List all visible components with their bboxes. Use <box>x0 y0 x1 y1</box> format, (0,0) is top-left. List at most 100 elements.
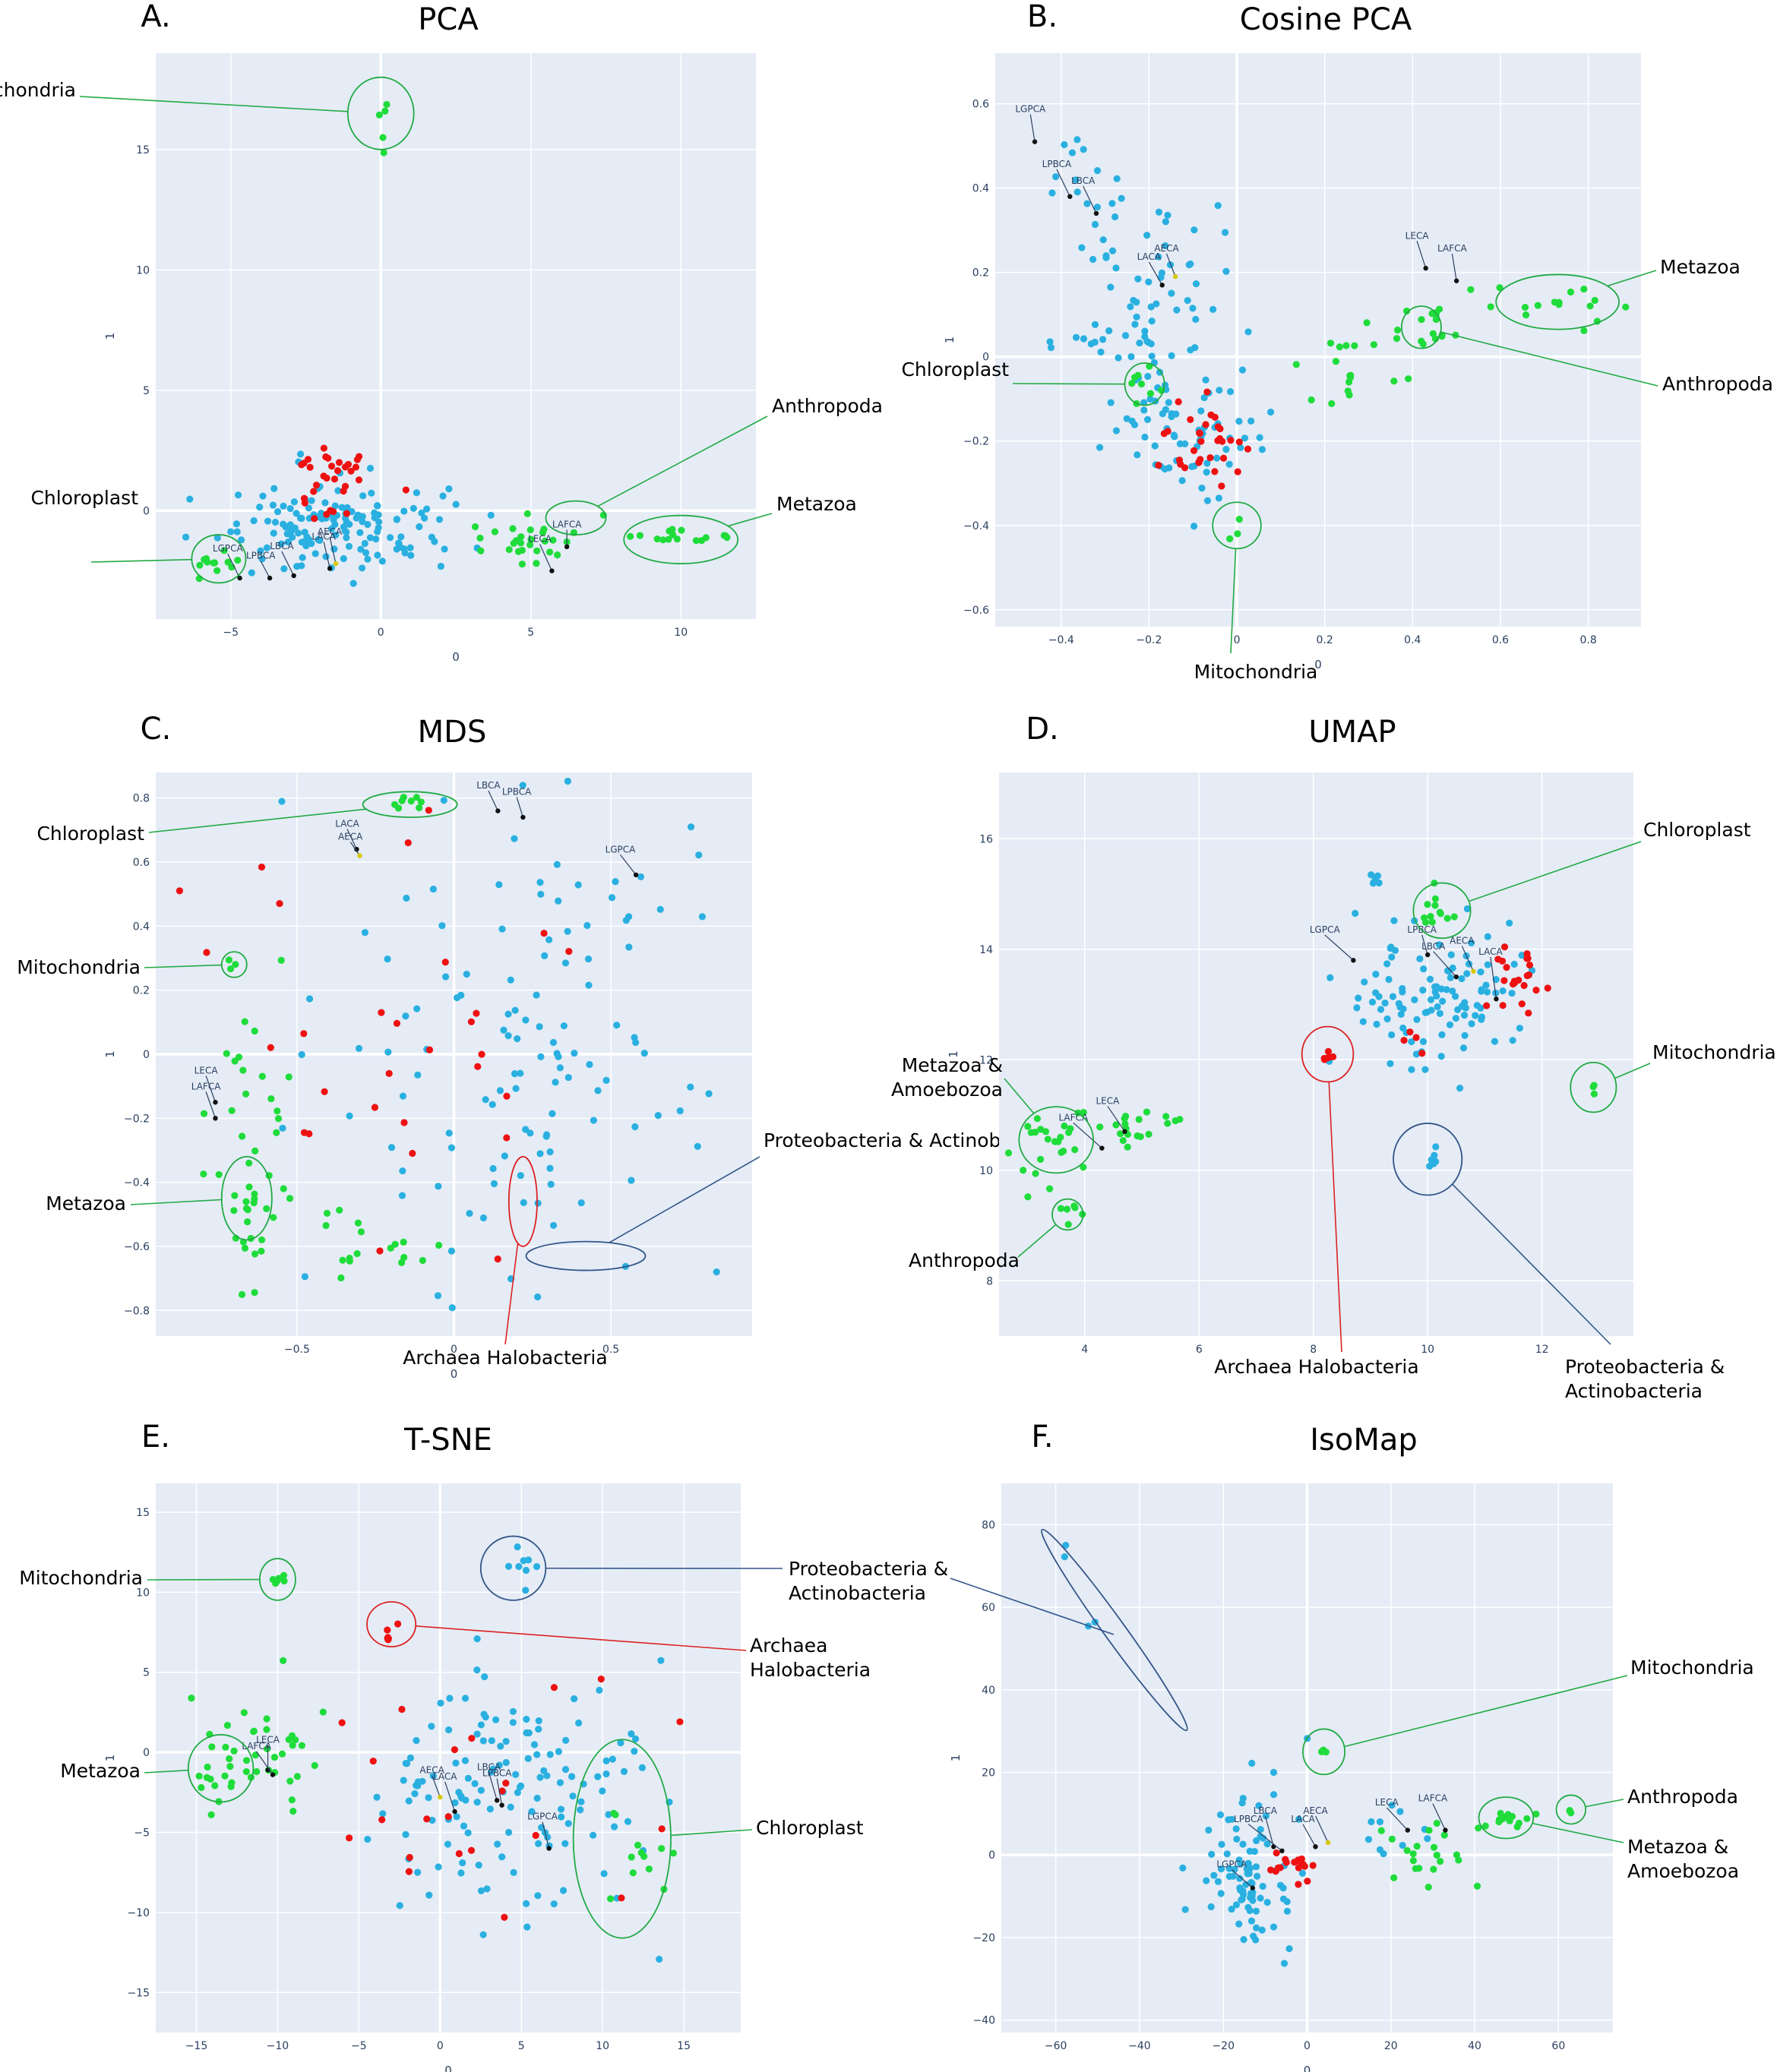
ancestor-point <box>1443 1827 1448 1833</box>
data-point-blue <box>594 1087 602 1094</box>
data-point-blue <box>1478 1013 1486 1021</box>
data-point-blue <box>445 1726 453 1734</box>
data-point-blue <box>1411 996 1418 1003</box>
data-point-blue <box>533 1794 541 1802</box>
ancestor-pointer <box>1432 1803 1446 1830</box>
data-point-blue <box>1155 253 1162 261</box>
data-point-green <box>653 535 661 543</box>
data-point-blue <box>1073 136 1081 144</box>
annotation-label: Mitochondria <box>1194 661 1318 683</box>
data-point-blue <box>359 492 367 500</box>
data-point-blue <box>533 1562 541 1571</box>
ancestor-point <box>1250 1885 1256 1890</box>
data-point-blue <box>1208 1850 1216 1858</box>
ancestor-label: AECA <box>1450 936 1475 946</box>
data-point-red <box>618 1894 625 1902</box>
ancestor-point <box>213 1116 218 1121</box>
data-point-blue <box>248 569 255 576</box>
data-point-green <box>1424 1884 1432 1891</box>
data-point-blue <box>1121 332 1130 340</box>
data-point-blue <box>1368 871 1375 879</box>
data-point-blue <box>510 1868 517 1876</box>
data-point-blue <box>1191 344 1199 352</box>
data-point-green <box>1409 1857 1417 1865</box>
annotation-ellipse <box>1124 362 1165 406</box>
ancestor-pointer <box>256 1751 274 1775</box>
data-point-blue <box>687 823 695 831</box>
annotation-ellipse <box>191 534 247 584</box>
data-point-blue <box>1247 1865 1254 1872</box>
annotation-ellipse <box>220 951 248 978</box>
data-point-green <box>640 1852 648 1860</box>
y-tick-label: 12 <box>979 1054 993 1066</box>
data-point-blue <box>553 1050 561 1057</box>
data-point-blue <box>418 509 425 517</box>
data-point-red <box>498 1787 506 1795</box>
data-point-green <box>357 1228 365 1236</box>
data-point-red <box>267 1044 274 1051</box>
data-point-red <box>540 930 548 937</box>
data-point-green <box>200 1170 207 1178</box>
data-point-blue <box>371 509 378 516</box>
data-point-blue <box>687 1083 694 1091</box>
data-point-blue <box>398 1192 406 1199</box>
annotation-ellipse <box>1041 1528 1188 1732</box>
data-point-red <box>1304 1878 1311 1885</box>
data-point-green <box>269 1575 277 1584</box>
annotation-connector <box>1452 1183 1611 1345</box>
data-point-blue <box>535 1717 542 1725</box>
data-point-blue <box>1113 175 1121 182</box>
data-point-green <box>1318 1748 1326 1755</box>
data-point-green <box>678 526 685 534</box>
annotation-label: Metazoa <box>60 1760 141 1782</box>
data-point-blue <box>1165 399 1172 406</box>
data-point-blue <box>1270 1923 1278 1931</box>
data-point-green <box>1435 305 1443 313</box>
data-point-blue <box>289 533 296 541</box>
ancestor-label: LECA <box>194 1065 219 1075</box>
data-point-green <box>1433 1819 1440 1827</box>
data-point-blue <box>555 897 562 905</box>
data-point-blue <box>481 1672 489 1681</box>
y-axis-label: 1 <box>943 336 956 344</box>
data-point-blue <box>1171 433 1178 441</box>
annotation-connector <box>504 1243 519 1345</box>
ancestor-pointer <box>1324 934 1354 961</box>
data-point-blue <box>624 913 633 921</box>
x-tick-label: 0 <box>1304 2040 1311 2052</box>
data-point-blue <box>1413 1015 1421 1024</box>
data-point-blue <box>1099 336 1107 343</box>
data-point-blue <box>452 501 460 508</box>
x-tick-label: −60 <box>1045 2040 1067 2052</box>
data-point-blue <box>453 1813 460 1821</box>
data-point-blue <box>1458 974 1466 983</box>
data-point-blue <box>1223 1850 1231 1858</box>
annotation-label: Actinobacteria <box>1565 1380 1703 1402</box>
data-point-green <box>1080 1109 1087 1117</box>
annotation-ellipse <box>1212 501 1262 550</box>
data-point-blue <box>286 521 294 529</box>
y-tick-label: 0.4 <box>972 183 989 195</box>
data-point-blue <box>1468 1020 1475 1028</box>
ancestor-label: AECA <box>318 526 343 537</box>
data-point-green <box>1235 516 1243 523</box>
data-point-red <box>1234 468 1241 475</box>
data-point-red <box>371 1104 379 1111</box>
ancestor-label: AECA <box>1303 1805 1328 1816</box>
x-axis-label: 0 <box>1314 658 1322 671</box>
data-point-green <box>669 1849 678 1857</box>
data-point-green <box>1342 342 1350 349</box>
data-point-blue <box>544 1834 552 1841</box>
data-point-red <box>1203 388 1211 396</box>
data-point-blue <box>556 1779 564 1786</box>
data-point-blue <box>1437 1053 1445 1060</box>
data-point-red <box>323 510 330 518</box>
data-point-blue <box>1452 1015 1459 1022</box>
data-point-blue <box>1118 194 1125 202</box>
data-point-blue <box>511 1070 519 1078</box>
data-point-blue <box>1205 1826 1213 1834</box>
data-point-green <box>1523 1815 1531 1823</box>
data-point-blue <box>536 1774 544 1781</box>
data-point-red <box>330 507 337 516</box>
data-point-blue <box>1133 298 1140 306</box>
